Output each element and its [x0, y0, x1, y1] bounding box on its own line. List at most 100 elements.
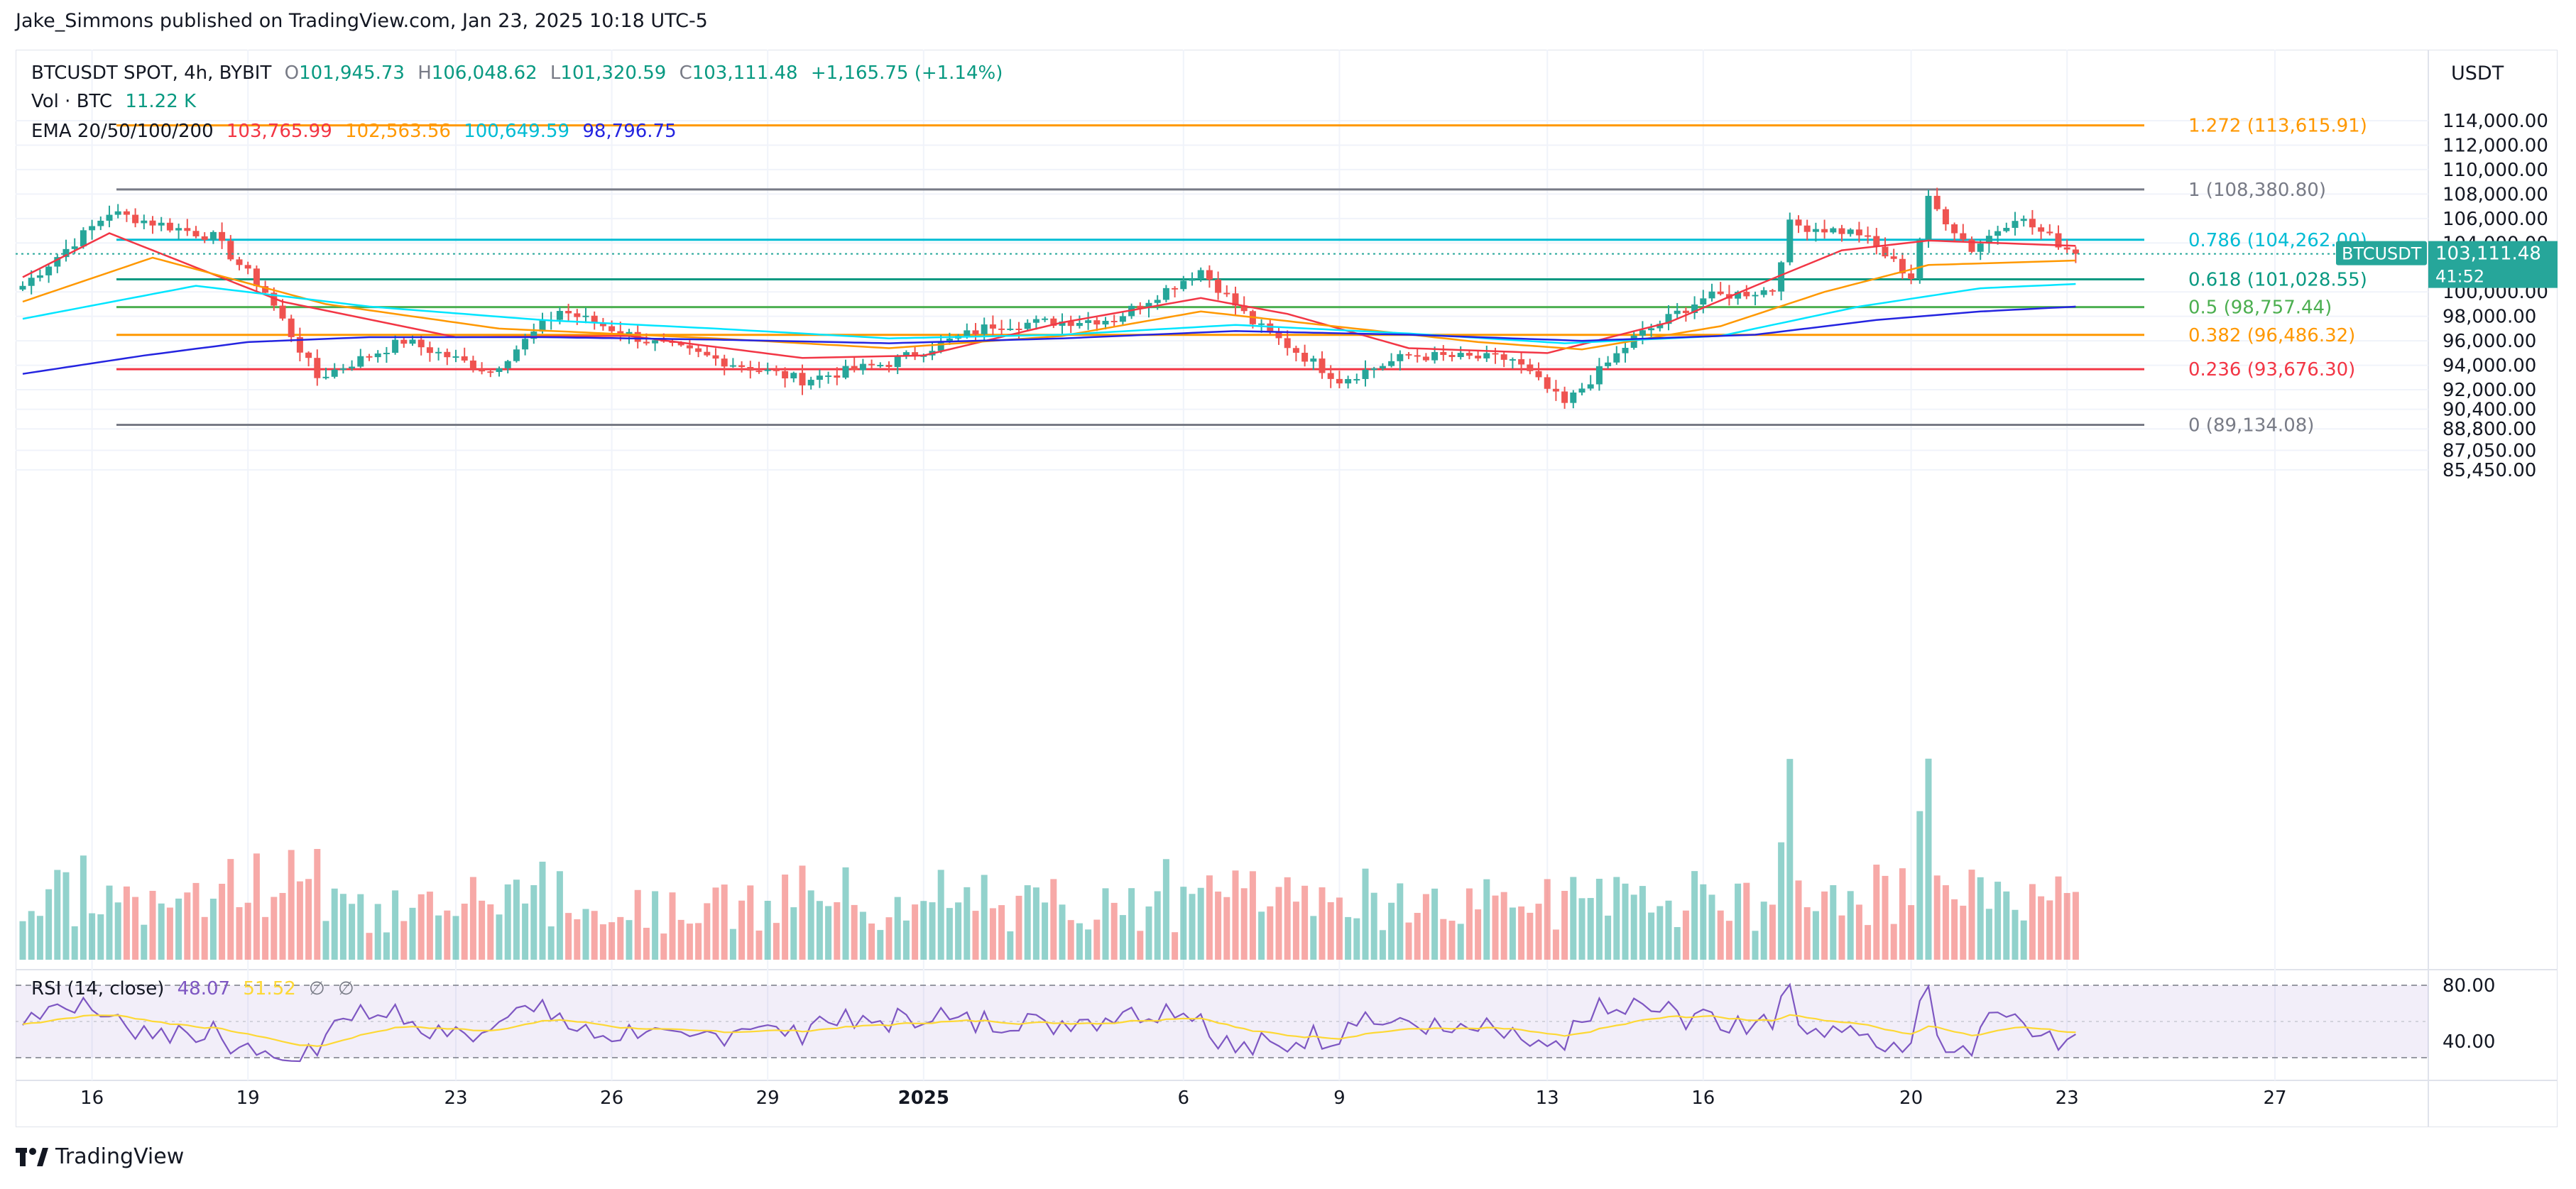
- candle-body: [219, 231, 226, 241]
- ema-line[interactable]: [22, 256, 2076, 351]
- volume-bar: [695, 923, 702, 960]
- price-tick-label: 85,450.00: [2443, 460, 2536, 481]
- volume-bar: [253, 853, 260, 960]
- volume-bar: [314, 848, 321, 960]
- symbol-tag[interactable]: BTCUSDT: [2342, 244, 2422, 264]
- candle-body: [972, 330, 979, 334]
- volume-bar: [643, 928, 650, 960]
- candle-body: [1786, 219, 1794, 263]
- volume-bar: [469, 877, 476, 960]
- candle-body: [522, 339, 529, 350]
- candle-body: [288, 318, 295, 337]
- candle-body: [1397, 354, 1404, 361]
- candle-body: [773, 369, 780, 371]
- candle-body: [599, 323, 606, 327]
- tradingview-logo-text: TradingView: [55, 1144, 185, 1169]
- price-tick-label: 88,800.00: [2443, 419, 2536, 440]
- candle-body: [227, 241, 234, 260]
- legend-ema-label[interactable]: EMA 20/50/100/200: [31, 121, 214, 142]
- chart-frame[interactable]: [16, 50, 2558, 1127]
- volume-bar: [409, 907, 416, 960]
- candle-body: [1085, 320, 1092, 324]
- volume-bar: [1206, 875, 1213, 960]
- volume-bar: [1630, 894, 1637, 960]
- volume-bar: [1942, 885, 1949, 960]
- currency-label[interactable]: USDT: [2451, 62, 2504, 84]
- candle-body: [1622, 348, 1629, 354]
- price-tick-label: 106,000.00: [2443, 209, 2548, 230]
- volume-bar: [1725, 921, 1732, 960]
- volume-bar: [1007, 931, 1014, 960]
- rsi-line[interactable]: [22, 982, 2076, 1063]
- time-tick-label: 2025: [898, 1087, 949, 1109]
- volume-bar: [1240, 888, 1248, 960]
- ema-line[interactable]: [22, 283, 2076, 344]
- volume-bar: [1319, 887, 1326, 960]
- candle-body: [409, 339, 416, 344]
- volume-bar: [1431, 888, 1439, 960]
- volume-bar: [1397, 883, 1404, 960]
- candle-body: [89, 226, 96, 231]
- rsi-label[interactable]: RSI (14, close): [31, 978, 165, 999]
- tradingview-logo[interactable]: TradingView: [16, 1144, 184, 1169]
- volume-bar: [972, 911, 979, 960]
- candle-body: [1803, 225, 1811, 232]
- candle-body: [704, 351, 711, 356]
- candle-body: [1431, 351, 1439, 361]
- volume-bar: [1977, 877, 1984, 960]
- candle-body: [132, 214, 139, 224]
- candle-body: [1925, 195, 1932, 240]
- ema-line[interactable]: [22, 232, 2076, 359]
- volume-bar: [1162, 859, 1169, 960]
- candle-body: [1379, 366, 1386, 368]
- candle-body: [1882, 246, 1889, 257]
- volume-bar: [209, 898, 217, 960]
- candle-body: [565, 311, 572, 314]
- volume-bar: [1128, 888, 1135, 960]
- price-tick-label: 114,000.00: [2443, 111, 2548, 132]
- candle-body: [1189, 279, 1196, 281]
- candle-body: [253, 268, 260, 287]
- volume-bar: [1916, 811, 1923, 960]
- volume-bar: [1613, 877, 1620, 960]
- volume-bar: [1327, 902, 1334, 960]
- volume-bar: [1180, 887, 1187, 960]
- legend-low: 101,320.59: [560, 62, 667, 84]
- legend-symbol[interactable]: BTCUSDT SPOT, 4h, BYBIT: [31, 62, 272, 84]
- candle-body: [1552, 388, 1559, 392]
- volume-bar: [1050, 879, 1057, 960]
- candle-body: [2003, 228, 2010, 231]
- ema-line[interactable]: [22, 305, 2076, 375]
- candle-body: [556, 311, 563, 320]
- volume-bar: [1059, 904, 1066, 960]
- volume-bar: [842, 867, 849, 960]
- volume-bar: [1578, 898, 1586, 960]
- candle-body: [1682, 310, 1689, 314]
- candle-body: [1587, 384, 1594, 389]
- volume-bar: [383, 932, 390, 960]
- volume-bar: [244, 902, 251, 960]
- legend-vol-label[interactable]: Vol · BTC: [31, 91, 113, 112]
- candle-body: [2046, 231, 2053, 234]
- volume-bar: [1925, 758, 1932, 960]
- rsi-tick-80: 80.00: [2443, 975, 2495, 997]
- candle-body: [1172, 287, 1179, 290]
- candle-body: [184, 228, 191, 231]
- volume-bar: [1232, 870, 1239, 960]
- volume-bar: [1552, 929, 1559, 960]
- volume-bar: [782, 875, 789, 960]
- volume-bar: [1648, 912, 1655, 960]
- rsi-ma-line[interactable]: [22, 1014, 2076, 1047]
- volume-bar: [608, 922, 616, 960]
- volume-bar: [1760, 902, 1767, 960]
- volume-bar: [937, 870, 944, 960]
- volume-bar: [1778, 842, 1785, 960]
- volume-bar: [929, 902, 936, 960]
- candle-body: [842, 366, 849, 378]
- volume-bar: [964, 887, 971, 960]
- candle-body: [36, 275, 43, 278]
- volume-bar: [1994, 882, 2002, 960]
- candle-body: [747, 366, 754, 371]
- fib-level-label: 0.236 (93,676.30): [2188, 359, 2355, 380]
